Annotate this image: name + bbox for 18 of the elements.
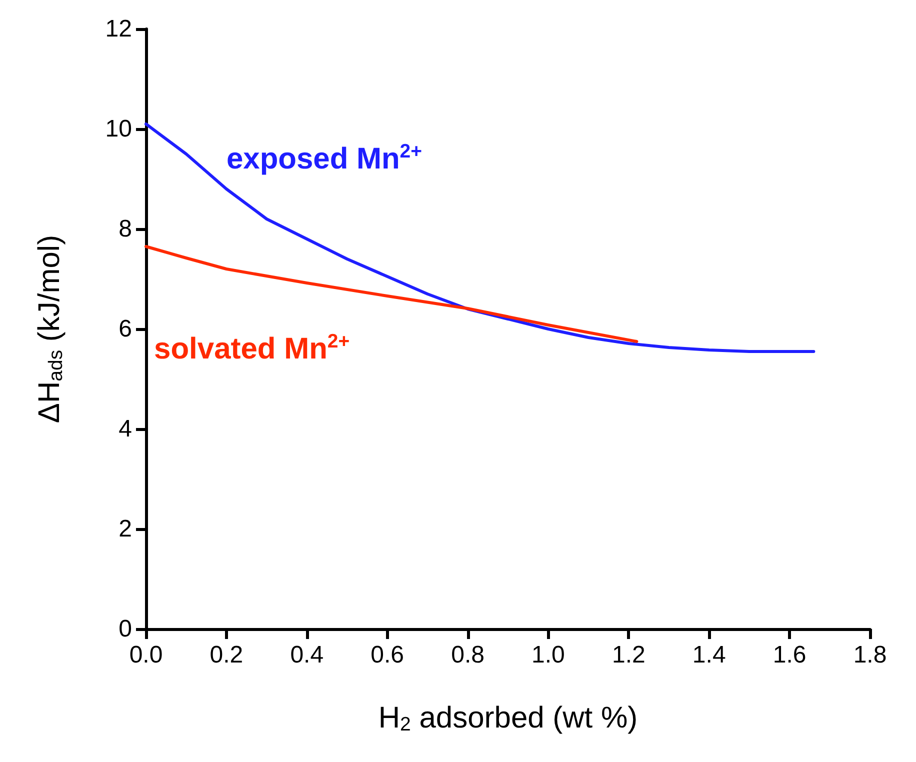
y-tick-label: 2 [118, 516, 132, 542]
x-tick-label: 0.4 [290, 642, 324, 668]
y-tick-label: 0 [118, 616, 132, 642]
x-tick-label: 1.4 [692, 642, 726, 668]
x-tick-label: 1.8 [853, 642, 887, 668]
x-tick-label: 1.0 [532, 642, 565, 668]
x-tick-label: 1.2 [612, 642, 646, 668]
x-tick-label: 0.6 [370, 642, 404, 668]
y-tick-label: 8 [118, 216, 132, 242]
x-tick-label: 0.2 [210, 642, 244, 668]
x-tick-label: 0.0 [129, 642, 163, 668]
x-tick-label: 1.6 [772, 642, 806, 668]
y-tick-label: 4 [118, 416, 132, 442]
y-tick-label: 6 [118, 316, 132, 342]
y-axis-title: ΔHads (kJ/mol) [32, 234, 67, 424]
x-tick-label: 0.8 [451, 642, 484, 668]
y-tick-label: 10 [105, 116, 132, 142]
y-tick-label: 12 [105, 16, 132, 42]
